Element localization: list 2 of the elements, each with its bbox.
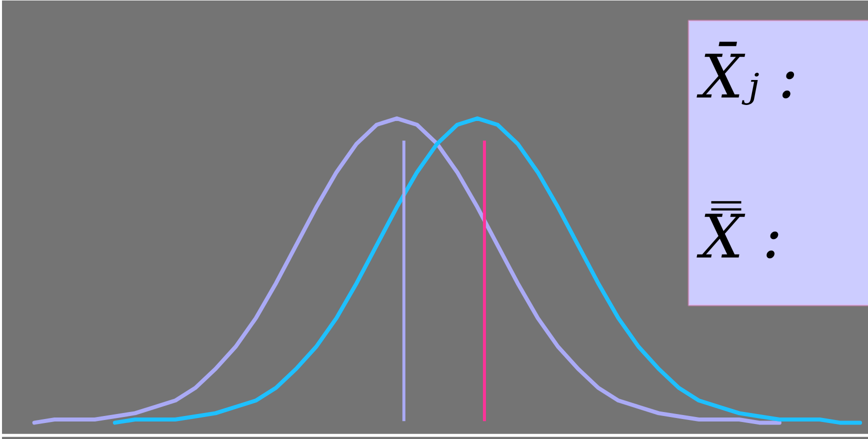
annotation: X̿ : [696, 200, 783, 272]
text: X̄ⱼ : [696, 42, 798, 112]
